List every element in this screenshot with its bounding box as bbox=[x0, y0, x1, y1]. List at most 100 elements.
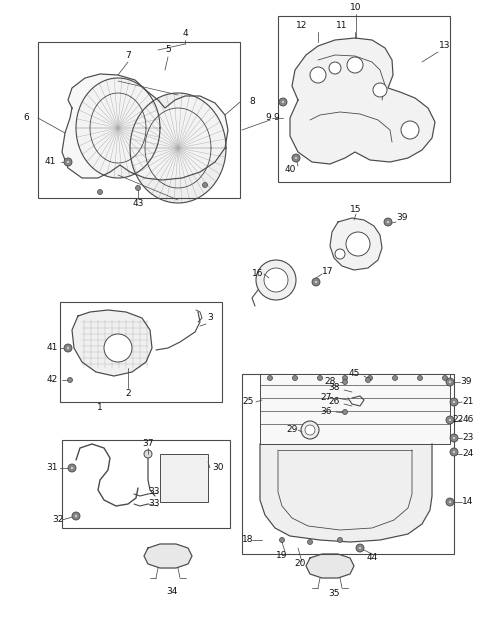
Circle shape bbox=[305, 425, 315, 435]
Text: 45: 45 bbox=[348, 369, 360, 379]
Circle shape bbox=[292, 154, 300, 162]
Circle shape bbox=[64, 158, 72, 166]
Text: 42: 42 bbox=[47, 376, 58, 384]
Text: 37: 37 bbox=[142, 440, 154, 448]
Circle shape bbox=[448, 418, 452, 422]
Text: 13: 13 bbox=[439, 41, 451, 50]
Circle shape bbox=[401, 121, 419, 139]
Text: 8: 8 bbox=[249, 97, 255, 107]
Circle shape bbox=[264, 268, 288, 292]
Text: 34: 34 bbox=[166, 588, 178, 597]
Text: 33: 33 bbox=[148, 487, 160, 497]
Circle shape bbox=[135, 185, 141, 190]
Circle shape bbox=[144, 450, 152, 458]
Text: 36: 36 bbox=[320, 408, 332, 416]
Circle shape bbox=[312, 278, 320, 286]
Circle shape bbox=[74, 514, 78, 518]
Text: 18: 18 bbox=[242, 536, 254, 544]
Circle shape bbox=[301, 421, 319, 439]
Circle shape bbox=[343, 409, 348, 414]
Bar bbox=[160, 454, 208, 502]
Circle shape bbox=[64, 344, 72, 352]
Bar bbox=[242, 374, 454, 554]
Circle shape bbox=[66, 160, 70, 164]
Circle shape bbox=[443, 376, 447, 381]
Circle shape bbox=[314, 280, 318, 284]
Circle shape bbox=[279, 98, 287, 106]
Circle shape bbox=[294, 156, 298, 160]
Circle shape bbox=[281, 100, 285, 104]
Circle shape bbox=[452, 450, 456, 454]
Circle shape bbox=[373, 83, 387, 97]
Text: 21: 21 bbox=[462, 398, 474, 406]
Circle shape bbox=[450, 398, 458, 406]
Text: 16: 16 bbox=[252, 269, 264, 278]
Text: 23: 23 bbox=[462, 433, 474, 443]
Text: 2: 2 bbox=[125, 389, 131, 399]
Circle shape bbox=[368, 376, 372, 381]
Circle shape bbox=[66, 346, 70, 350]
Text: 24: 24 bbox=[462, 450, 474, 458]
Text: 30: 30 bbox=[212, 463, 224, 472]
Polygon shape bbox=[62, 74, 228, 180]
Text: 35: 35 bbox=[328, 590, 340, 598]
Polygon shape bbox=[130, 93, 226, 203]
Circle shape bbox=[329, 62, 341, 74]
Text: 20: 20 bbox=[294, 560, 306, 568]
Text: 6: 6 bbox=[23, 114, 29, 122]
Polygon shape bbox=[290, 38, 435, 164]
Text: 40: 40 bbox=[284, 166, 296, 175]
Bar bbox=[62, 440, 230, 528]
Circle shape bbox=[450, 448, 458, 456]
Circle shape bbox=[365, 377, 371, 382]
Text: 32: 32 bbox=[52, 516, 64, 524]
Circle shape bbox=[358, 546, 362, 550]
Text: 9: 9 bbox=[265, 114, 271, 122]
Circle shape bbox=[256, 260, 296, 300]
Circle shape bbox=[343, 376, 348, 381]
Circle shape bbox=[393, 376, 397, 381]
Text: 11: 11 bbox=[336, 21, 348, 31]
Circle shape bbox=[384, 218, 392, 226]
Text: 41: 41 bbox=[44, 158, 56, 166]
Text: 17: 17 bbox=[322, 268, 334, 276]
Circle shape bbox=[446, 498, 454, 506]
Text: 31: 31 bbox=[46, 463, 58, 472]
Circle shape bbox=[104, 334, 132, 362]
Circle shape bbox=[279, 538, 285, 543]
Circle shape bbox=[97, 190, 103, 195]
Text: 39: 39 bbox=[396, 214, 408, 222]
Circle shape bbox=[335, 249, 345, 259]
Text: 15: 15 bbox=[350, 205, 362, 215]
Bar bbox=[38, 42, 240, 198]
Circle shape bbox=[452, 436, 456, 440]
Text: 4: 4 bbox=[182, 30, 188, 38]
Text: 44: 44 bbox=[366, 553, 378, 563]
Text: 38: 38 bbox=[328, 384, 340, 392]
Circle shape bbox=[203, 183, 207, 188]
Polygon shape bbox=[76, 78, 160, 178]
Polygon shape bbox=[72, 310, 152, 376]
Circle shape bbox=[418, 376, 422, 381]
Circle shape bbox=[452, 400, 456, 404]
Text: 9: 9 bbox=[273, 114, 279, 122]
Circle shape bbox=[337, 538, 343, 543]
Bar bbox=[260, 374, 450, 444]
Text: 41: 41 bbox=[46, 344, 58, 352]
Circle shape bbox=[448, 500, 452, 504]
Circle shape bbox=[343, 379, 348, 384]
Text: 12: 12 bbox=[296, 21, 308, 31]
Circle shape bbox=[446, 378, 454, 386]
Circle shape bbox=[317, 376, 323, 381]
Text: 19: 19 bbox=[276, 551, 288, 561]
Text: 27: 27 bbox=[320, 394, 332, 403]
Circle shape bbox=[386, 220, 390, 224]
Text: 22: 22 bbox=[452, 416, 464, 425]
Text: 43: 43 bbox=[132, 198, 144, 207]
Circle shape bbox=[292, 376, 298, 381]
Text: 7: 7 bbox=[125, 51, 131, 60]
Text: 28: 28 bbox=[324, 377, 336, 386]
Circle shape bbox=[72, 512, 80, 520]
Text: 5: 5 bbox=[165, 45, 171, 55]
Polygon shape bbox=[144, 544, 192, 568]
